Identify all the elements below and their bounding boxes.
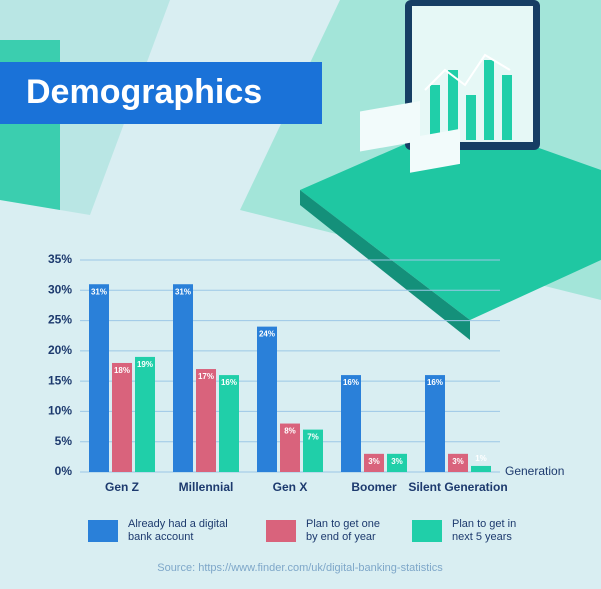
y-tick-label: 0% [55,464,73,478]
legend-item: Plan to get in next 5 years [412,518,532,544]
value-label: 16% [343,378,359,387]
bar [219,375,239,472]
x-tick-label: Millennial [179,480,234,494]
bar [364,453,384,472]
bar [471,465,491,472]
decor-bar [484,60,494,140]
legend-label: Plan to get one by end of year [306,518,381,543]
value-label: 31% [91,287,107,296]
decor-card [410,128,460,173]
y-tick-label: 20% [48,343,72,357]
bar [89,284,109,472]
decor-bar [466,95,476,140]
bar [135,356,155,472]
y-tick-label: 30% [48,282,72,296]
y-tick-label: 15% [48,373,72,387]
source: Source: https://www.finder.com/uk/digita… [157,562,443,574]
chart-title: Demographics [26,73,262,111]
bar [112,362,132,472]
legend-swatch [88,520,118,542]
decor-bar [502,75,512,140]
decor-bar [430,85,440,140]
decor-bar [448,70,458,140]
x-tick-label: Silent Generation [408,480,507,494]
platform [300,120,601,320]
legend-swatch [266,520,296,542]
legend-swatch [412,520,442,542]
value-label: 8% [284,427,296,436]
value-label: 24% [259,330,275,339]
legend-label: Plan to get in next 5 years [452,518,517,543]
value-label: 3% [391,457,403,466]
platform-side [300,190,470,340]
x-tick-label: Gen Z [105,480,139,494]
value-label: 19% [137,360,153,369]
bar [196,369,216,472]
value-label: 3% [452,457,464,466]
legend-label: Already had a digital bank account [128,518,228,543]
bar [425,375,445,472]
title-box [0,62,322,124]
value-label: 17% [198,372,214,381]
value-label: 1% [475,454,487,463]
y-tick-label: 35% [48,252,72,266]
value-label: 16% [221,378,237,387]
bar [280,423,300,472]
value-label: 31% [175,287,191,296]
value-label: 7% [307,433,319,442]
legend-item: Already had a digital bank account [88,518,228,544]
x-tick-label: Gen X [273,480,308,494]
decor-line [424,53,511,91]
value-label: 18% [114,366,130,375]
value-label: 16% [427,378,443,387]
bar [303,429,323,472]
decor-card [360,100,420,152]
x-tick-label: Boomer [351,480,397,494]
y-tick-label: 25% [48,313,72,327]
bar [448,453,468,472]
bar [387,453,407,472]
bar [257,326,277,472]
y-tick-label: 5% [55,434,73,448]
legend-item: Plan to get one by end of year [266,518,386,544]
bar [173,284,193,472]
y-tick-label: 10% [48,404,72,418]
bar [341,375,361,472]
value-label: 3% [368,457,380,466]
x-axis-label: Generation [505,464,564,478]
